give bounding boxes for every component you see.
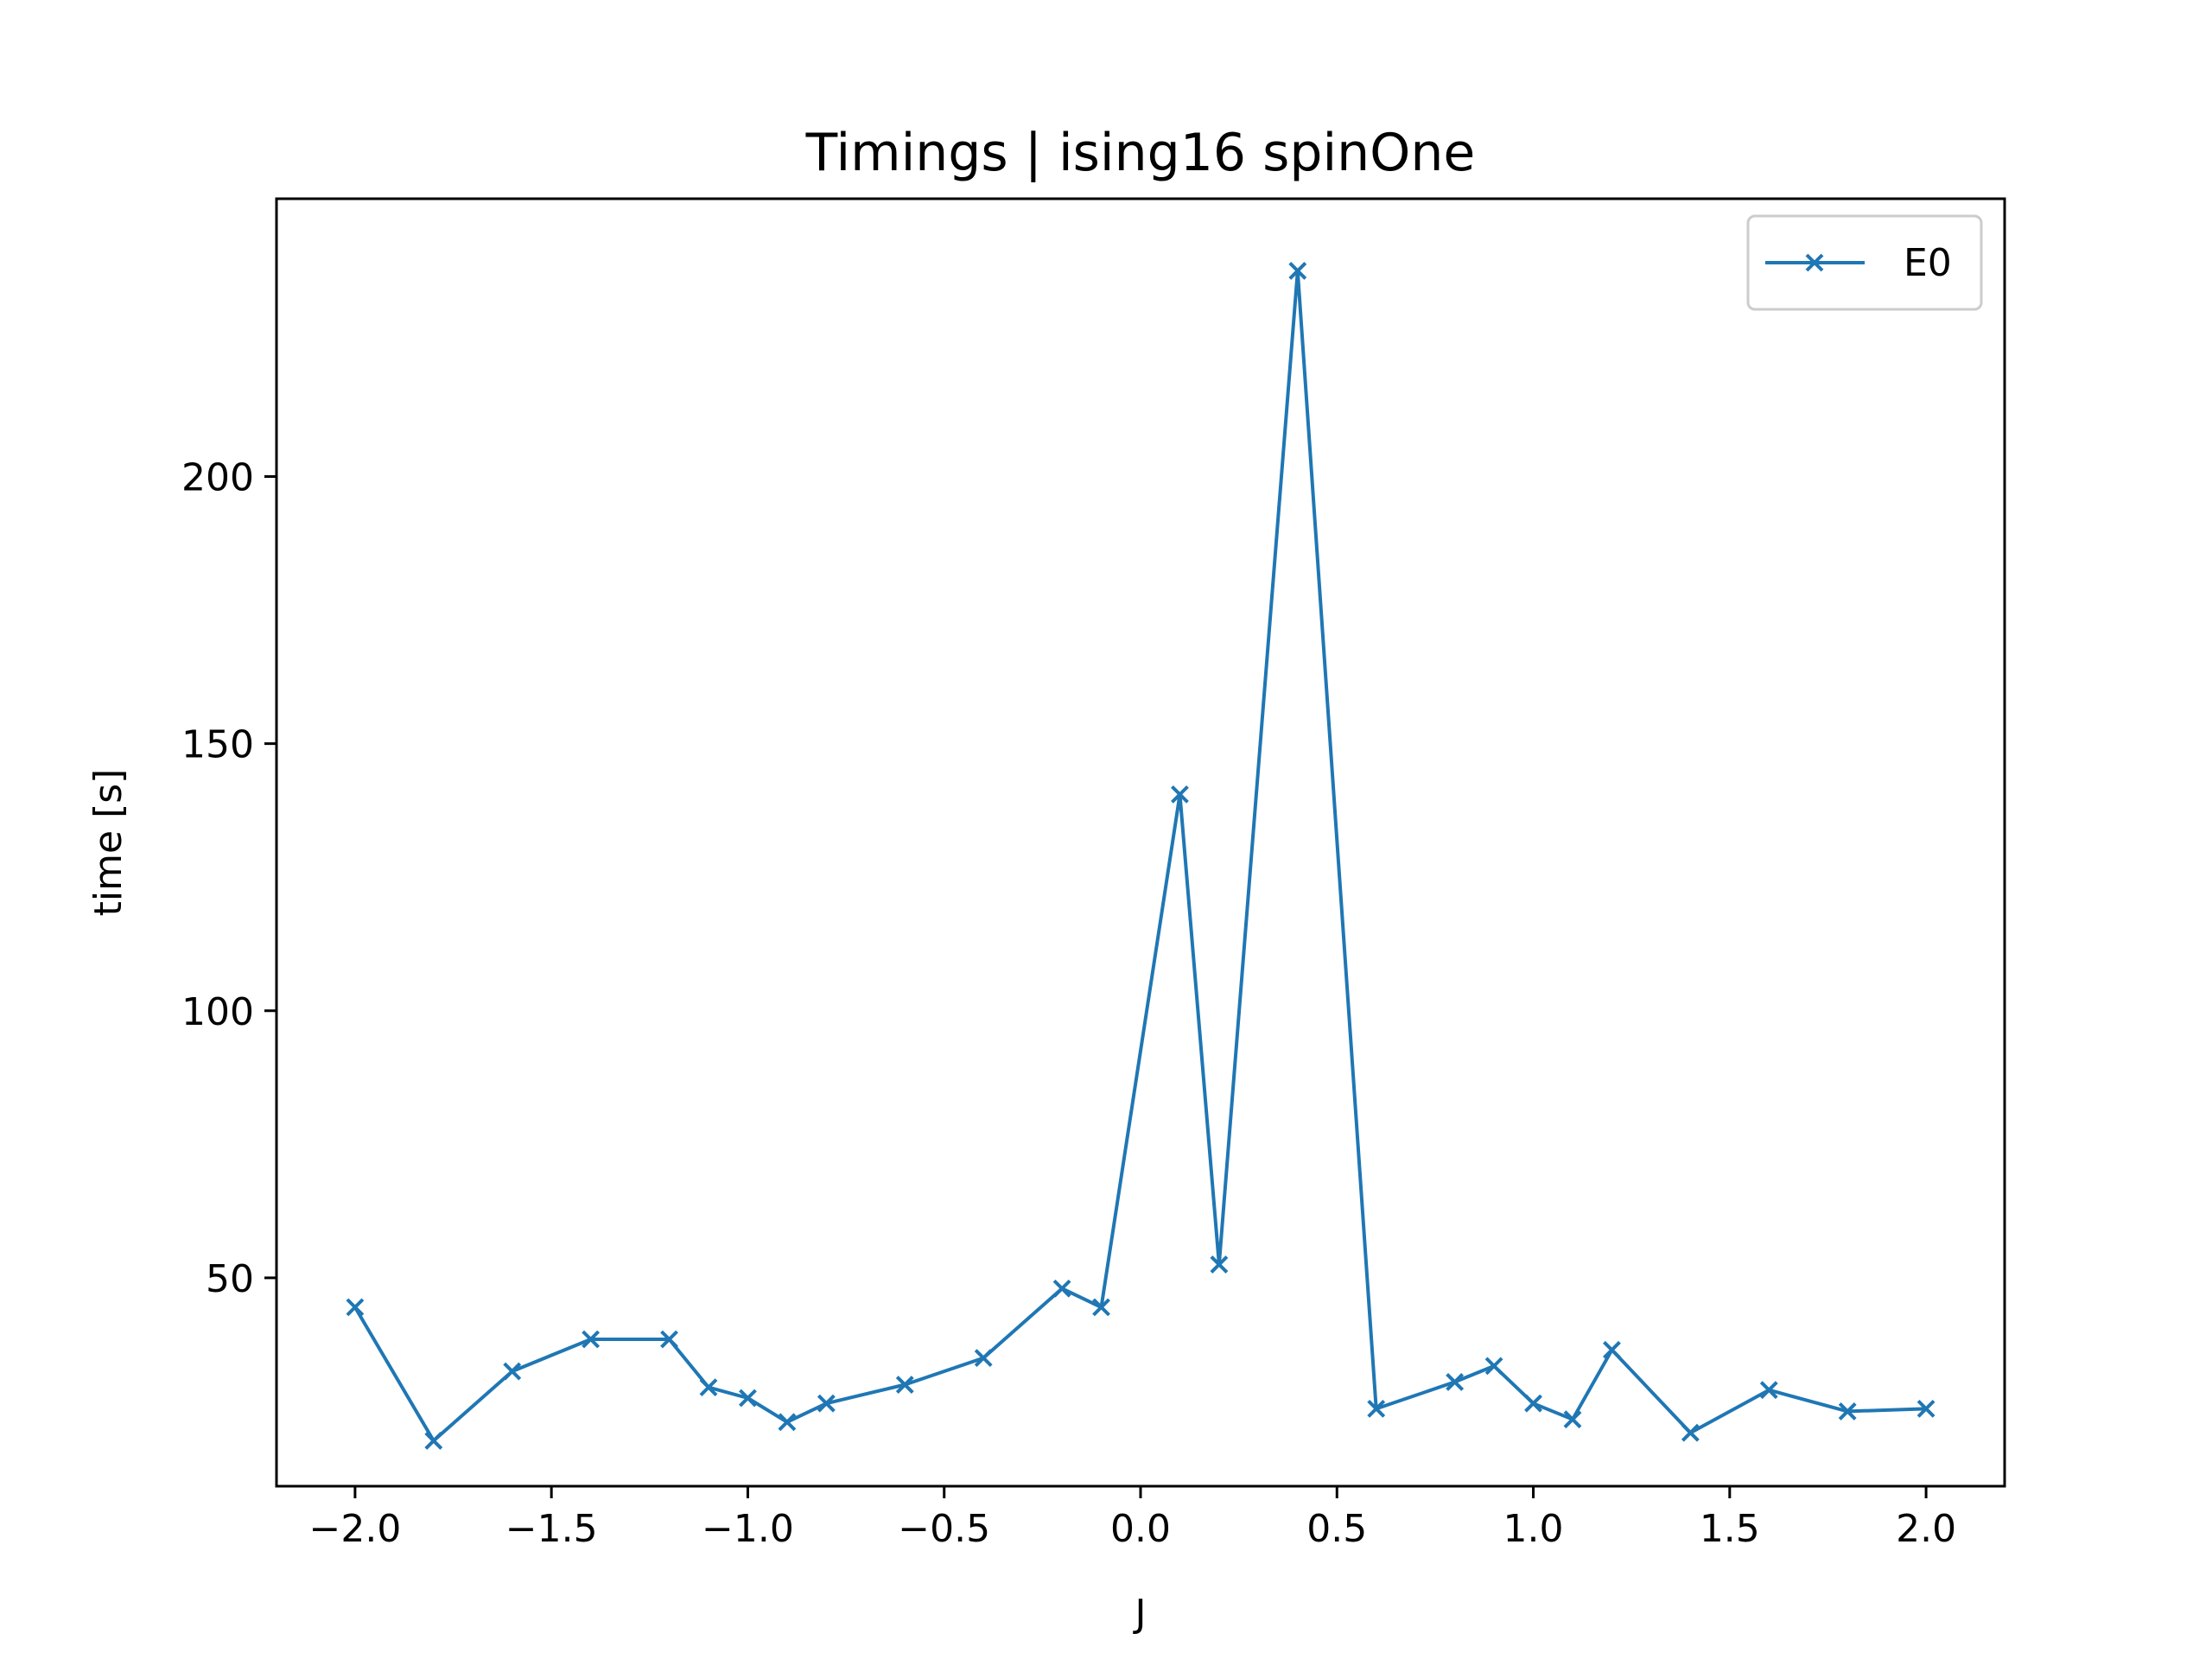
legend-label-e0: E0 xyxy=(1904,241,1952,285)
data-point-marker xyxy=(1759,1381,1778,1400)
data-point-marker xyxy=(778,1413,797,1432)
data-point-marker xyxy=(346,1298,365,1317)
x-tick-label: −0.5 xyxy=(898,1507,990,1551)
data-point-marker xyxy=(1524,1394,1542,1413)
data-point-marker xyxy=(1446,1373,1465,1391)
data-point-marker xyxy=(582,1330,601,1349)
chart-title: Timings | ising16 spinOne xyxy=(805,123,1476,183)
data-point-marker xyxy=(1210,1255,1229,1274)
data-point-marker xyxy=(699,1378,718,1397)
plot-layer xyxy=(346,262,1936,1450)
data-point-marker xyxy=(1092,1298,1110,1317)
data-point-marker xyxy=(503,1362,522,1381)
x-tick-label: 1.5 xyxy=(1700,1507,1760,1551)
plot-area-frame xyxy=(275,197,2006,1488)
x-tick-label: 1.0 xyxy=(1503,1507,1564,1551)
data-point-marker xyxy=(424,1432,443,1450)
data-point-marker xyxy=(1171,785,1189,804)
x-tick-label: −1.5 xyxy=(505,1507,598,1551)
x-axis-ticks: −2.0 −1.5 −1.0 −0.5 0.0 0.5 1.0 1.5 2.0 xyxy=(308,1486,1956,1551)
data-point-marker xyxy=(1838,1402,1857,1421)
x-tick-label: 2.0 xyxy=(1896,1507,1956,1551)
y-tick-label: 50 xyxy=(206,1257,254,1301)
legend: E0 xyxy=(1746,214,1983,311)
y-axis-ticks: 50 100 150 200 xyxy=(181,455,276,1301)
x-tick-label: −1.0 xyxy=(702,1507,794,1551)
data-point-marker xyxy=(1367,1399,1386,1418)
legend-marker-x-icon xyxy=(1805,253,1824,272)
x-tick-label: −2.0 xyxy=(308,1507,401,1551)
data-point-marker xyxy=(1681,1423,1700,1442)
data-point-marker xyxy=(1603,1340,1621,1359)
x-tick-label: 0.5 xyxy=(1306,1507,1367,1551)
y-tick-label: 150 xyxy=(181,723,254,767)
data-point-marker xyxy=(974,1349,993,1368)
data-point-marker xyxy=(1563,1410,1582,1429)
data-point-marker xyxy=(895,1376,914,1394)
x-tick-label: 0.0 xyxy=(1110,1507,1171,1551)
data-point-marker xyxy=(1288,262,1307,280)
data-point-marker xyxy=(1916,1399,1936,1418)
y-tick-label: 200 xyxy=(181,455,254,499)
legend-x-marker xyxy=(1805,253,1824,272)
data-point-marker xyxy=(660,1330,678,1349)
y-tick-label: 100 xyxy=(181,990,254,1034)
x-axis-label: J xyxy=(1133,1592,1147,1636)
data-point-marker xyxy=(817,1394,836,1413)
data-point-marker xyxy=(1484,1357,1503,1376)
y-axis-label: time [s] xyxy=(86,769,130,917)
data-point-marker xyxy=(739,1389,757,1408)
data-point-marker xyxy=(1052,1279,1071,1298)
